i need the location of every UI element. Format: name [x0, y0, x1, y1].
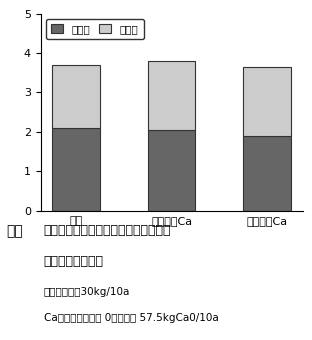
Legend: 結球重, 外葉重: 結球重, 外葉重	[46, 19, 144, 39]
Bar	[52, 128, 100, 211]
Text: 被覆カルシウム資材施用がハクサイの: 被覆カルシウム資材施用がハクサイの	[44, 224, 171, 237]
Bar	[52, 65, 100, 128]
Bar	[148, 61, 195, 130]
Bar	[243, 67, 291, 136]
Bar	[148, 130, 195, 211]
Text: 図３: 図３	[6, 224, 23, 238]
Text: 窒素施用量：30kg/10a: 窒素施用量：30kg/10a	[44, 287, 130, 297]
Text: Ca施用量：対照区 0、処理区 57.5kgCa0/10a: Ca施用量：対照区 0、処理区 57.5kgCa0/10a	[44, 313, 218, 323]
Text: 生育に及ぼす影響: 生育に及ぼす影響	[44, 255, 104, 268]
Bar	[243, 136, 291, 211]
